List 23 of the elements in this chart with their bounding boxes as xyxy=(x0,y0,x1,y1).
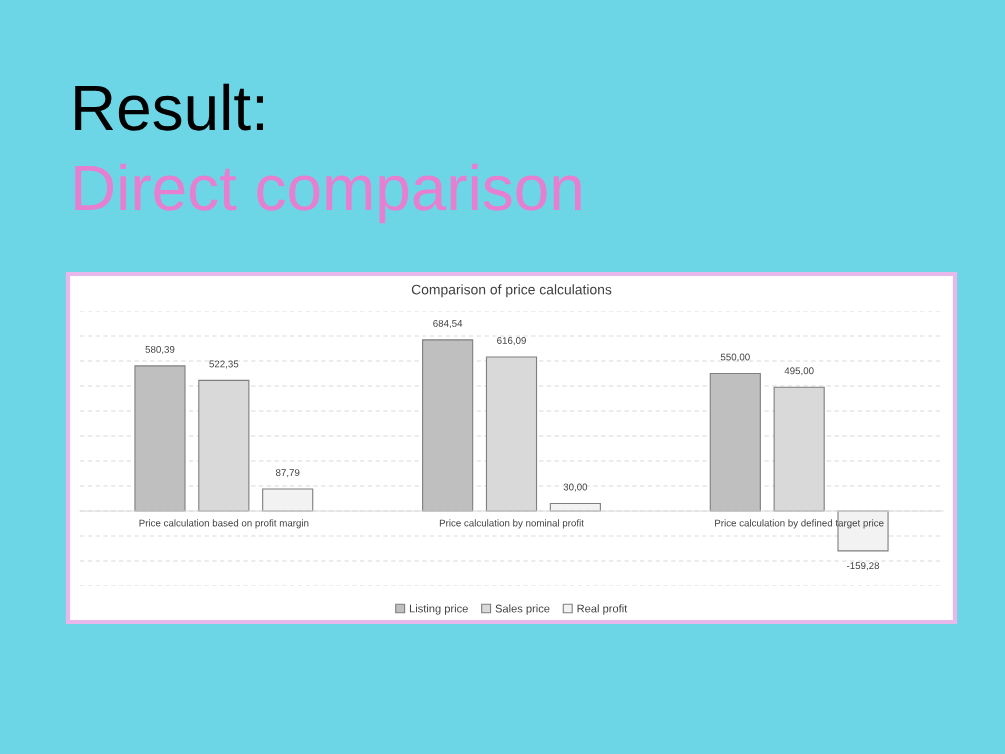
data-label: 30,00 xyxy=(563,483,588,492)
bar xyxy=(837,510,889,552)
legend-label: Real profit xyxy=(577,604,628,615)
chart-title: Comparison of price calculations xyxy=(411,284,612,298)
x-tick-label: Price calculation by nominal profit xyxy=(439,519,584,529)
data-label: 684,54 xyxy=(433,319,463,328)
x-tick-label: Price calculation based on profit margin xyxy=(139,519,309,529)
data-label: 550,00 xyxy=(720,353,750,362)
data-label: 522,35 xyxy=(209,360,239,369)
data-label: 495,00 xyxy=(784,367,814,376)
data-label: 87,79 xyxy=(275,469,300,478)
bar xyxy=(134,365,186,512)
legend-label: Listing price xyxy=(409,604,468,615)
bar xyxy=(262,488,314,512)
x-tick-label: Price calculation by defined target price xyxy=(715,519,884,529)
legend-label: Sales price xyxy=(495,604,550,615)
text: Result: xyxy=(75,83,264,131)
bar xyxy=(709,372,761,512)
text: Direct comparison xyxy=(75,163,581,224)
data-label: 616,09 xyxy=(497,337,526,346)
bar xyxy=(422,339,474,512)
data-label: 580,39 xyxy=(145,345,175,355)
data-label: -159,28 xyxy=(846,562,880,571)
